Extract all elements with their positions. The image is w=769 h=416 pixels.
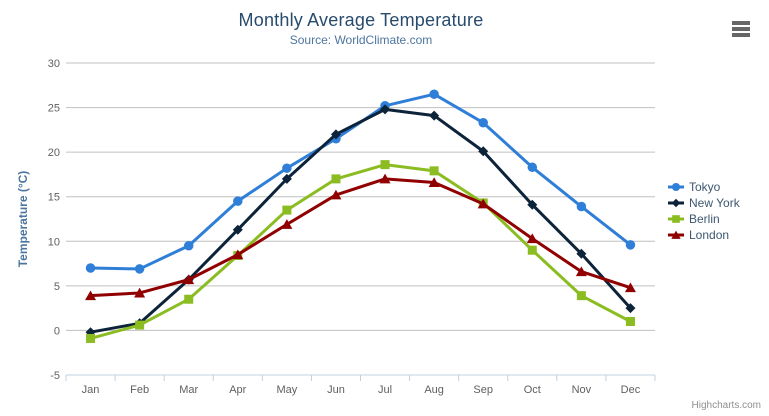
legend-item-label: Berlin xyxy=(689,212,720,226)
data-point-london-dec[interactable] xyxy=(624,282,636,293)
legend-symbol-london[interactable] xyxy=(671,230,681,239)
series-london[interactable] xyxy=(85,173,636,301)
legend-item-label: Tokyo xyxy=(689,180,721,194)
data-point-london-mar[interactable] xyxy=(183,274,195,285)
series-line-berlin[interactable] xyxy=(89,163,632,340)
series-line-new-york[interactable] xyxy=(89,107,632,334)
data-point-tokyo-oct[interactable] xyxy=(527,162,538,173)
data-point-london-feb[interactable] xyxy=(134,287,146,298)
grid-lines xyxy=(66,62,655,376)
x-axis-tick-label: Jul xyxy=(378,384,392,396)
legend-symbol-berlin[interactable] xyxy=(672,215,680,223)
x-axis-tick-label: Sep xyxy=(473,384,493,396)
x-axis-tick-label: Mar xyxy=(179,384,198,396)
data-point-berlin-oct[interactable] xyxy=(527,245,537,255)
data-point-berlin-feb[interactable] xyxy=(135,320,145,330)
x-axis-tick-label: Oct xyxy=(524,384,541,396)
chart-title: Monthly Average Temperature xyxy=(238,10,484,30)
x-axis-tick-label: Dec xyxy=(621,384,641,396)
data-point-berlin-dec[interactable] xyxy=(625,317,635,327)
data-point-new-york-oct[interactable] xyxy=(527,199,538,210)
data-point-tokyo-dec[interactable] xyxy=(625,240,636,250)
data-point-london-jun[interactable] xyxy=(330,189,342,200)
series-berlin[interactable] xyxy=(86,160,635,343)
data-point-new-york-may[interactable] xyxy=(281,173,292,184)
data-point-tokyo-feb[interactable] xyxy=(134,264,145,274)
legend-symbol-new-york[interactable] xyxy=(671,198,681,208)
data-point-tokyo-nov[interactable] xyxy=(576,201,587,212)
legend-symbol-tokyo[interactable] xyxy=(671,182,681,192)
data-point-tokyo-aug[interactable] xyxy=(429,89,439,99)
legend-item-new-york[interactable]: New York xyxy=(668,195,740,211)
data-point-london-aug[interactable] xyxy=(428,177,440,187)
y-axis-tick-label: 15 xyxy=(48,192,60,204)
legend-marker-icon xyxy=(668,215,684,223)
data-point-berlin-mar[interactable] xyxy=(184,294,194,304)
data-point-berlin-aug[interactable] xyxy=(429,166,439,176)
data-point-london-oct[interactable] xyxy=(526,233,538,244)
series-tokyo[interactable] xyxy=(85,89,636,274)
y-axis-tick-label: 20 xyxy=(48,147,60,159)
legend: Tokyo New York Berlin London xyxy=(668,179,740,243)
legend-item-tokyo[interactable]: Tokyo xyxy=(668,179,740,195)
data-point-tokyo-sep[interactable] xyxy=(478,117,488,128)
x-axis-tick-label: Aug xyxy=(424,384,444,396)
data-point-london-apr[interactable] xyxy=(232,249,244,260)
data-point-new-york-dec[interactable] xyxy=(625,303,636,314)
data-point-berlin-may[interactable] xyxy=(282,205,292,215)
data-point-new-york-sep[interactable] xyxy=(478,146,489,157)
data-point-new-york-nov[interactable] xyxy=(576,248,587,259)
hamburger-icon xyxy=(732,21,750,25)
y-axis-tick-label: 30 xyxy=(48,58,60,70)
x-axis-tick-label: Feb xyxy=(130,384,149,396)
credits-link[interactable]: Highcharts.com xyxy=(691,400,761,411)
data-point-tokyo-apr[interactable] xyxy=(233,196,243,206)
legend-marker-icon xyxy=(668,230,684,239)
chart-subtitle: Source: WorldClimate.com xyxy=(289,33,433,47)
data-point-berlin-jan[interactable] xyxy=(86,333,96,343)
y-axis-tick-label: -5 xyxy=(50,370,60,382)
y-axis-tick-label: 0 xyxy=(54,325,60,337)
series-line-london[interactable] xyxy=(89,177,632,298)
data-point-tokyo-may[interactable] xyxy=(282,163,292,173)
data-point-berlin-jun[interactable] xyxy=(331,174,341,184)
data-point-london-nov[interactable] xyxy=(575,266,587,277)
data-point-tokyo-jan[interactable] xyxy=(85,263,96,273)
x-axis-tick-label: Jan xyxy=(82,384,100,396)
data-point-london-sep[interactable] xyxy=(477,198,489,209)
hamburger-icon xyxy=(732,27,750,31)
y-axis-title: Temperature (°C) xyxy=(16,170,30,268)
legend-item-label: New York xyxy=(689,196,740,210)
x-axis-tick-label: Jun xyxy=(327,384,345,396)
hamburger-icon xyxy=(732,33,750,37)
legend-marker-icon xyxy=(668,198,684,208)
x-axis-tick-label: Nov xyxy=(572,384,592,396)
x-axis: Jan Feb Mar Apr May Jun Jul Aug Sep Oct Nov Dec xyxy=(65,374,656,396)
x-axis-tick-label: May xyxy=(276,384,297,396)
context-menu-button[interactable] xyxy=(732,21,750,37)
y-axis-tick-label: 5 xyxy=(54,281,60,293)
y-axis-labels: -5 0 5 10 15 20 25 30 xyxy=(48,58,60,382)
data-point-tokyo-mar[interactable] xyxy=(183,240,194,251)
data-point-new-york-aug[interactable] xyxy=(429,110,440,121)
data-point-new-york-apr[interactable] xyxy=(232,224,243,235)
y-axis-tick-label: 10 xyxy=(48,236,60,248)
data-point-london-jul[interactable] xyxy=(379,173,391,184)
data-point-london-jan[interactable] xyxy=(85,290,97,301)
data-point-new-york-jul[interactable] xyxy=(380,104,391,115)
legend-item-london[interactable]: London xyxy=(668,227,740,243)
data-point-berlin-jul[interactable] xyxy=(380,160,390,170)
data-point-berlin-nov[interactable] xyxy=(576,291,586,301)
legend-marker-icon xyxy=(668,182,684,192)
data-point-london-may[interactable] xyxy=(281,219,293,229)
y-axis-tick-label: 25 xyxy=(48,103,60,115)
x-axis-tick-label: Apr xyxy=(229,384,246,396)
legend-item-label: London xyxy=(689,228,730,242)
legend-item-berlin[interactable]: Berlin xyxy=(668,211,740,227)
series-new-york[interactable] xyxy=(85,104,636,338)
data-point-new-york-jun[interactable] xyxy=(330,129,341,140)
